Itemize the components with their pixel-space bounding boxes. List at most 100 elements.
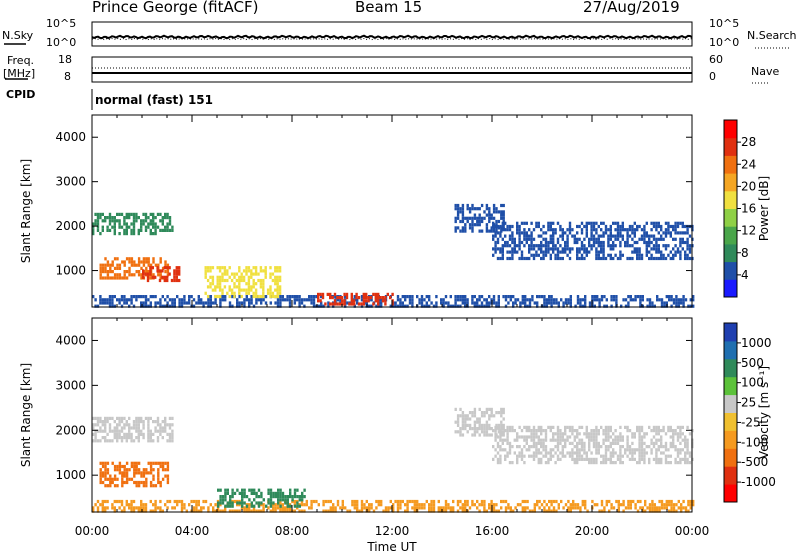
cell-2-0 [406, 499, 409, 504]
cell-1-0 [120, 295, 124, 299]
cell-1-0 [192, 304, 196, 308]
colorbar-1-cell-4 [724, 208, 737, 227]
cell-1-7 [638, 247, 641, 251]
cell-1-0 [584, 304, 587, 308]
cell-2-4 [456, 430, 460, 434]
cell-1-6 [464, 216, 467, 220]
cell-2-0 [581, 499, 584, 504]
cell-1-1 [152, 232, 155, 236]
cell-1-7 [578, 247, 581, 251]
cell-1-4 [238, 269, 241, 273]
cell-2-0 [620, 503, 623, 507]
cell-1-7 [655, 224, 658, 229]
cell-1-6 [456, 203, 460, 208]
cell-1-0 [524, 301, 527, 305]
cell-1-7 [679, 253, 682, 257]
cell-1-7 [559, 244, 562, 248]
cell-2-1 [130, 436, 133, 440]
cell-2-5 [643, 457, 646, 461]
cell-2-0 [125, 499, 128, 504]
cell-2-0 [324, 509, 328, 513]
cell-2-2 [133, 480, 136, 485]
cell-1-7 [549, 224, 552, 229]
cell-1-1 [94, 222, 97, 226]
cell-1-7 [552, 228, 555, 232]
cell-1-1 [140, 219, 143, 223]
nsky-tick-bottom: 10^0 [46, 36, 77, 49]
cell-2-0 [351, 499, 354, 504]
cell-1-3 [168, 266, 171, 270]
cell-2-5 [607, 457, 610, 461]
cell-2-4 [500, 423, 503, 427]
cell-1-4 [221, 266, 224, 270]
cell-2-5 [494, 448, 497, 452]
cell-1-2 [142, 257, 146, 261]
cell-2-1 [147, 429, 150, 433]
cell-2-0 [644, 509, 647, 513]
cell-2-5 [573, 429, 576, 433]
cell-1-2 [152, 257, 155, 261]
cell-2-5 [607, 425, 610, 429]
cell-1-4 [204, 272, 207, 276]
cell-2-5 [516, 461, 519, 465]
cell-1-1 [118, 222, 121, 226]
cell-2-5 [609, 454, 612, 458]
cell-1-7 [626, 237, 629, 241]
cell-2-5 [525, 435, 528, 439]
cell-1-7 [616, 256, 620, 261]
cell-1-0 [509, 298, 512, 302]
cell-2-1 [116, 432, 119, 436]
cell-2-5 [602, 441, 605, 445]
cell-1-1 [159, 212, 162, 216]
cell-1-7 [628, 224, 632, 229]
cell-1-2 [128, 257, 131, 261]
cell-2-1 [135, 429, 138, 433]
cell-2-0 [101, 506, 104, 510]
cell-1-7 [633, 221, 636, 225]
cell-1-4 [230, 272, 234, 276]
cell-2-5 [580, 457, 584, 461]
cell-2-5 [595, 432, 598, 436]
cell-1-7 [643, 228, 646, 232]
cell-2-0 [543, 499, 546, 504]
cell-2-0 [600, 509, 604, 513]
cell-1-7 [655, 240, 658, 245]
cell-2-5 [542, 441, 545, 445]
cell-2-5 [528, 425, 531, 429]
cell-1-7 [508, 237, 512, 241]
cell-1-7 [496, 231, 500, 235]
cell-1-0 [593, 304, 596, 308]
colorbar-2-label-100: 100 [741, 376, 764, 390]
cell-1-0 [125, 301, 128, 305]
cell-1-0 [128, 304, 131, 308]
cell-1-7 [530, 221, 533, 225]
cell-1-0 [147, 298, 150, 302]
cell-2-0 [660, 499, 664, 504]
cell-1-2 [123, 260, 126, 264]
cell-1-7 [597, 234, 600, 238]
cell-2-4 [468, 417, 472, 421]
cell-2-5 [621, 454, 624, 458]
cell-2-5 [600, 445, 603, 449]
cell-1-7 [595, 231, 598, 235]
cell-1-0 [154, 304, 157, 308]
cell-2-3 [241, 498, 244, 502]
cell-1-7 [681, 221, 684, 225]
cell-2-0 [324, 499, 328, 504]
cell-2-0 [531, 509, 534, 513]
cell-1-7 [660, 234, 663, 238]
cell-1-6 [500, 210, 503, 214]
cell-1-6 [495, 207, 498, 211]
cell-1-5 [391, 302, 394, 306]
cell-2-0 [656, 509, 659, 513]
cell-2-5 [640, 448, 644, 452]
cell-1-0 [536, 304, 539, 308]
nsearch-trace [91, 37, 693, 41]
cell-2-0 [310, 499, 313, 504]
cell-2-0 [627, 503, 630, 507]
cell-1-6 [483, 216, 486, 220]
cell-2-3 [255, 495, 258, 499]
cell-1-4 [278, 278, 282, 283]
cell-1-2 [137, 257, 141, 261]
cell-1-4 [274, 266, 277, 270]
